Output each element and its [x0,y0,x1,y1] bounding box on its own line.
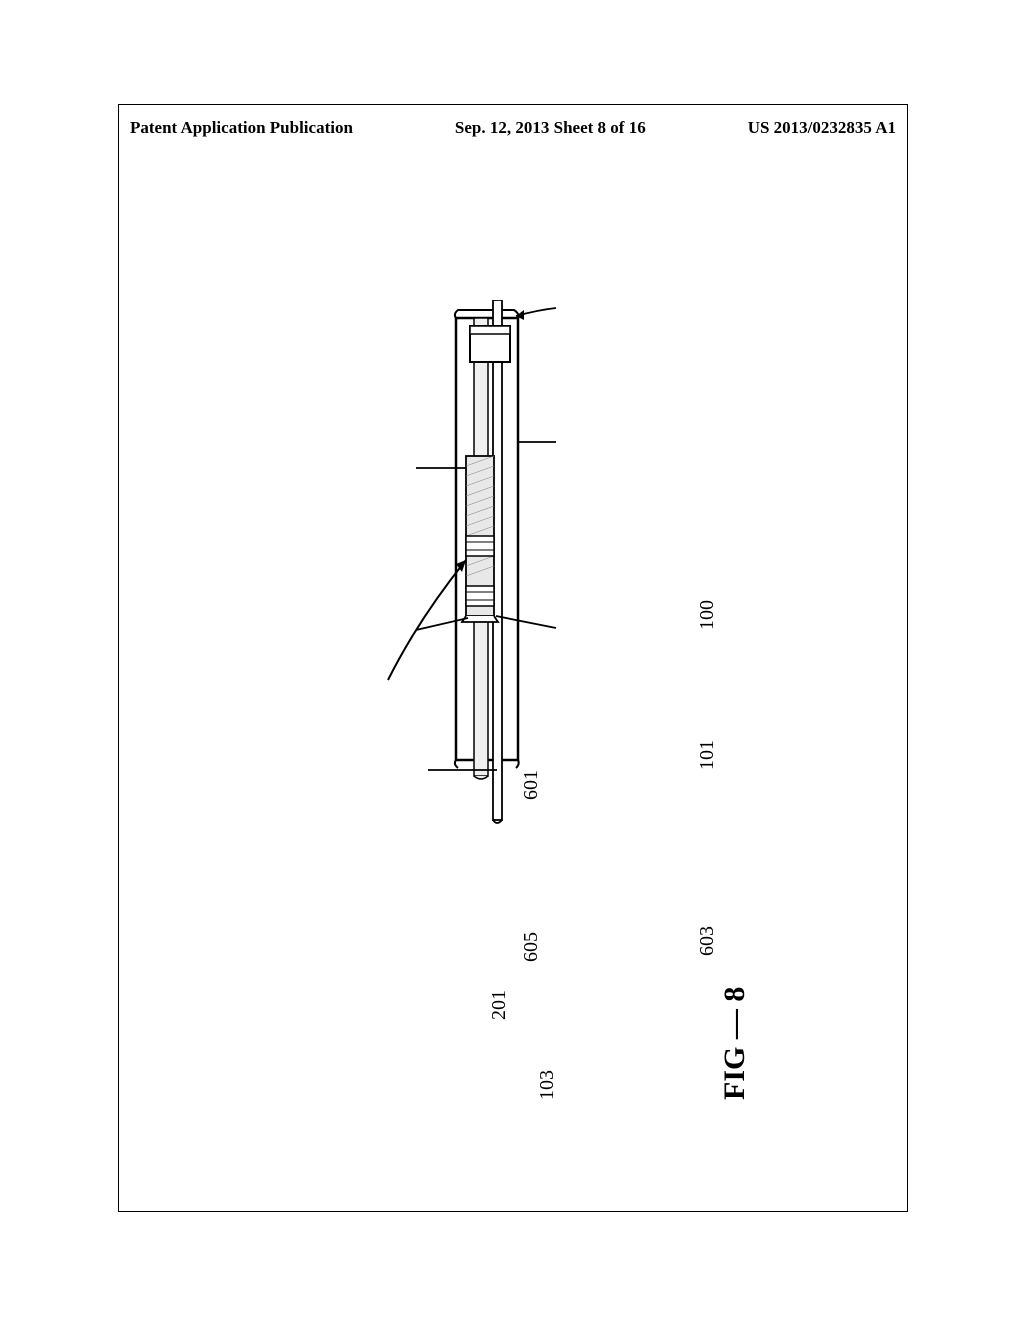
label-201: 201 [488,990,511,1020]
page-header: Patent Application Publication Sep. 12, … [130,118,896,138]
label-601: 601 [520,770,543,800]
label-603: 603 [696,926,719,956]
patent-figure-svg [118,300,908,1100]
label-101: 101 [696,740,719,770]
header-publication: Patent Application Publication [130,118,353,138]
label-100: 100 [696,600,719,630]
label-605: 605 [520,932,543,962]
header-patent-number: US 2013/0232835 A1 [748,118,896,138]
figure-title: FIG — 8 [718,987,752,1100]
figure-area: 100 101 603 601 605 103 201 FIG — 8 [118,300,908,1100]
header-date-sheet: Sep. 12, 2013 Sheet 8 of 16 [455,118,646,138]
label-103: 103 [536,1070,559,1100]
